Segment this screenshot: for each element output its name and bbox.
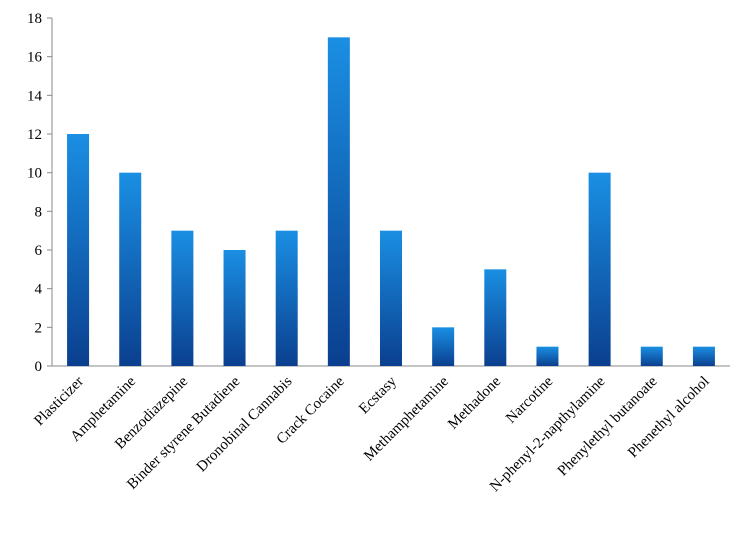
- y-tick-label: 6: [35, 243, 43, 259]
- x-tick-label: Methadone: [445, 373, 504, 432]
- y-tick-label: 18: [27, 11, 42, 27]
- bar: [640, 346, 663, 366]
- bar: [432, 327, 455, 366]
- bar: [588, 172, 611, 366]
- bar: [536, 346, 559, 366]
- bar: [692, 346, 715, 366]
- x-tick-label: Dronobinal Cannabis: [194, 373, 296, 475]
- y-tick-label: 10: [27, 166, 42, 182]
- bar: [67, 134, 90, 366]
- bar: [223, 250, 246, 366]
- y-tick-label: 2: [35, 320, 43, 336]
- y-tick-label: 4: [35, 282, 43, 298]
- bar: [380, 230, 402, 366]
- bar: [171, 230, 194, 366]
- bar: [327, 37, 350, 366]
- bar: [484, 269, 507, 366]
- y-tick-label: 16: [27, 50, 43, 66]
- x-tick-label: Plasticizer: [31, 374, 86, 429]
- x-tick-label: Phenylethyl butanoate: [555, 373, 661, 479]
- y-tick-label: 8: [35, 204, 43, 220]
- x-tick-label: Ecstasy: [356, 373, 400, 417]
- y-tick-label: 14: [27, 88, 43, 104]
- bar: [119, 172, 142, 366]
- bar: [275, 230, 298, 366]
- x-tick-label: Narcotine: [503, 373, 556, 426]
- y-tick-label: 12: [27, 127, 42, 143]
- y-tick-label: 0: [35, 359, 43, 375]
